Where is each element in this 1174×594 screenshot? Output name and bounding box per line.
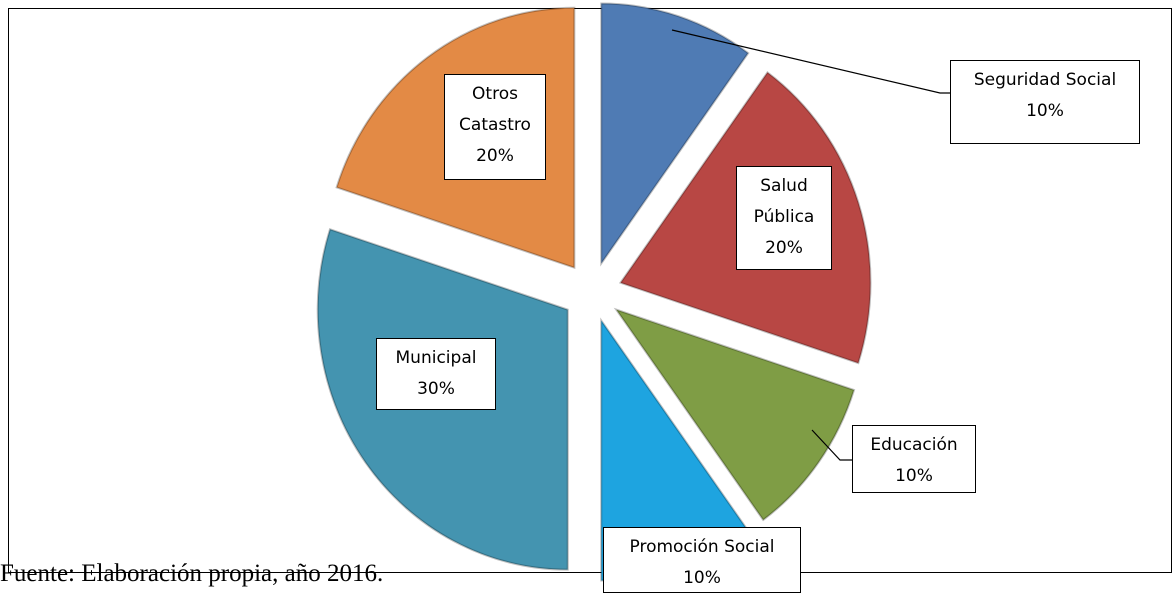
- data-label: Municipal 30%: [376, 338, 496, 410]
- data-label: Salud Pública 20%: [736, 166, 832, 270]
- leader-line: [671, 29, 950, 94]
- value-label: 10%: [1026, 101, 1064, 121]
- pie-slice: [613, 307, 856, 522]
- data-label: Otros Catastro 20%: [444, 74, 546, 180]
- category-label: Salud Pública: [753, 176, 815, 227]
- value-label: 20%: [476, 146, 514, 166]
- category-label: Otros Catastro: [459, 84, 531, 135]
- value-label: 10%: [895, 466, 933, 486]
- category-label: Educación: [870, 435, 958, 455]
- chart-frame: [8, 8, 1172, 573]
- category-label: Municipal: [395, 348, 477, 368]
- data-label: Seguridad Social 10%: [950, 60, 1140, 144]
- source-note: Fuente: Elaboración propia, año 2016.: [0, 560, 384, 587]
- value-label: 30%: [417, 379, 455, 399]
- category-label: Seguridad Social: [973, 70, 1117, 90]
- data-label: Promoción Social 10%: [603, 527, 801, 593]
- pie-slice: [600, 2, 750, 267]
- category-label: Promoción Social: [629, 537, 775, 557]
- value-label: 20%: [765, 238, 803, 258]
- leader-line: [811, 429, 852, 461]
- data-label: Educación 10%: [852, 425, 976, 493]
- value-label: 10%: [683, 568, 721, 588]
